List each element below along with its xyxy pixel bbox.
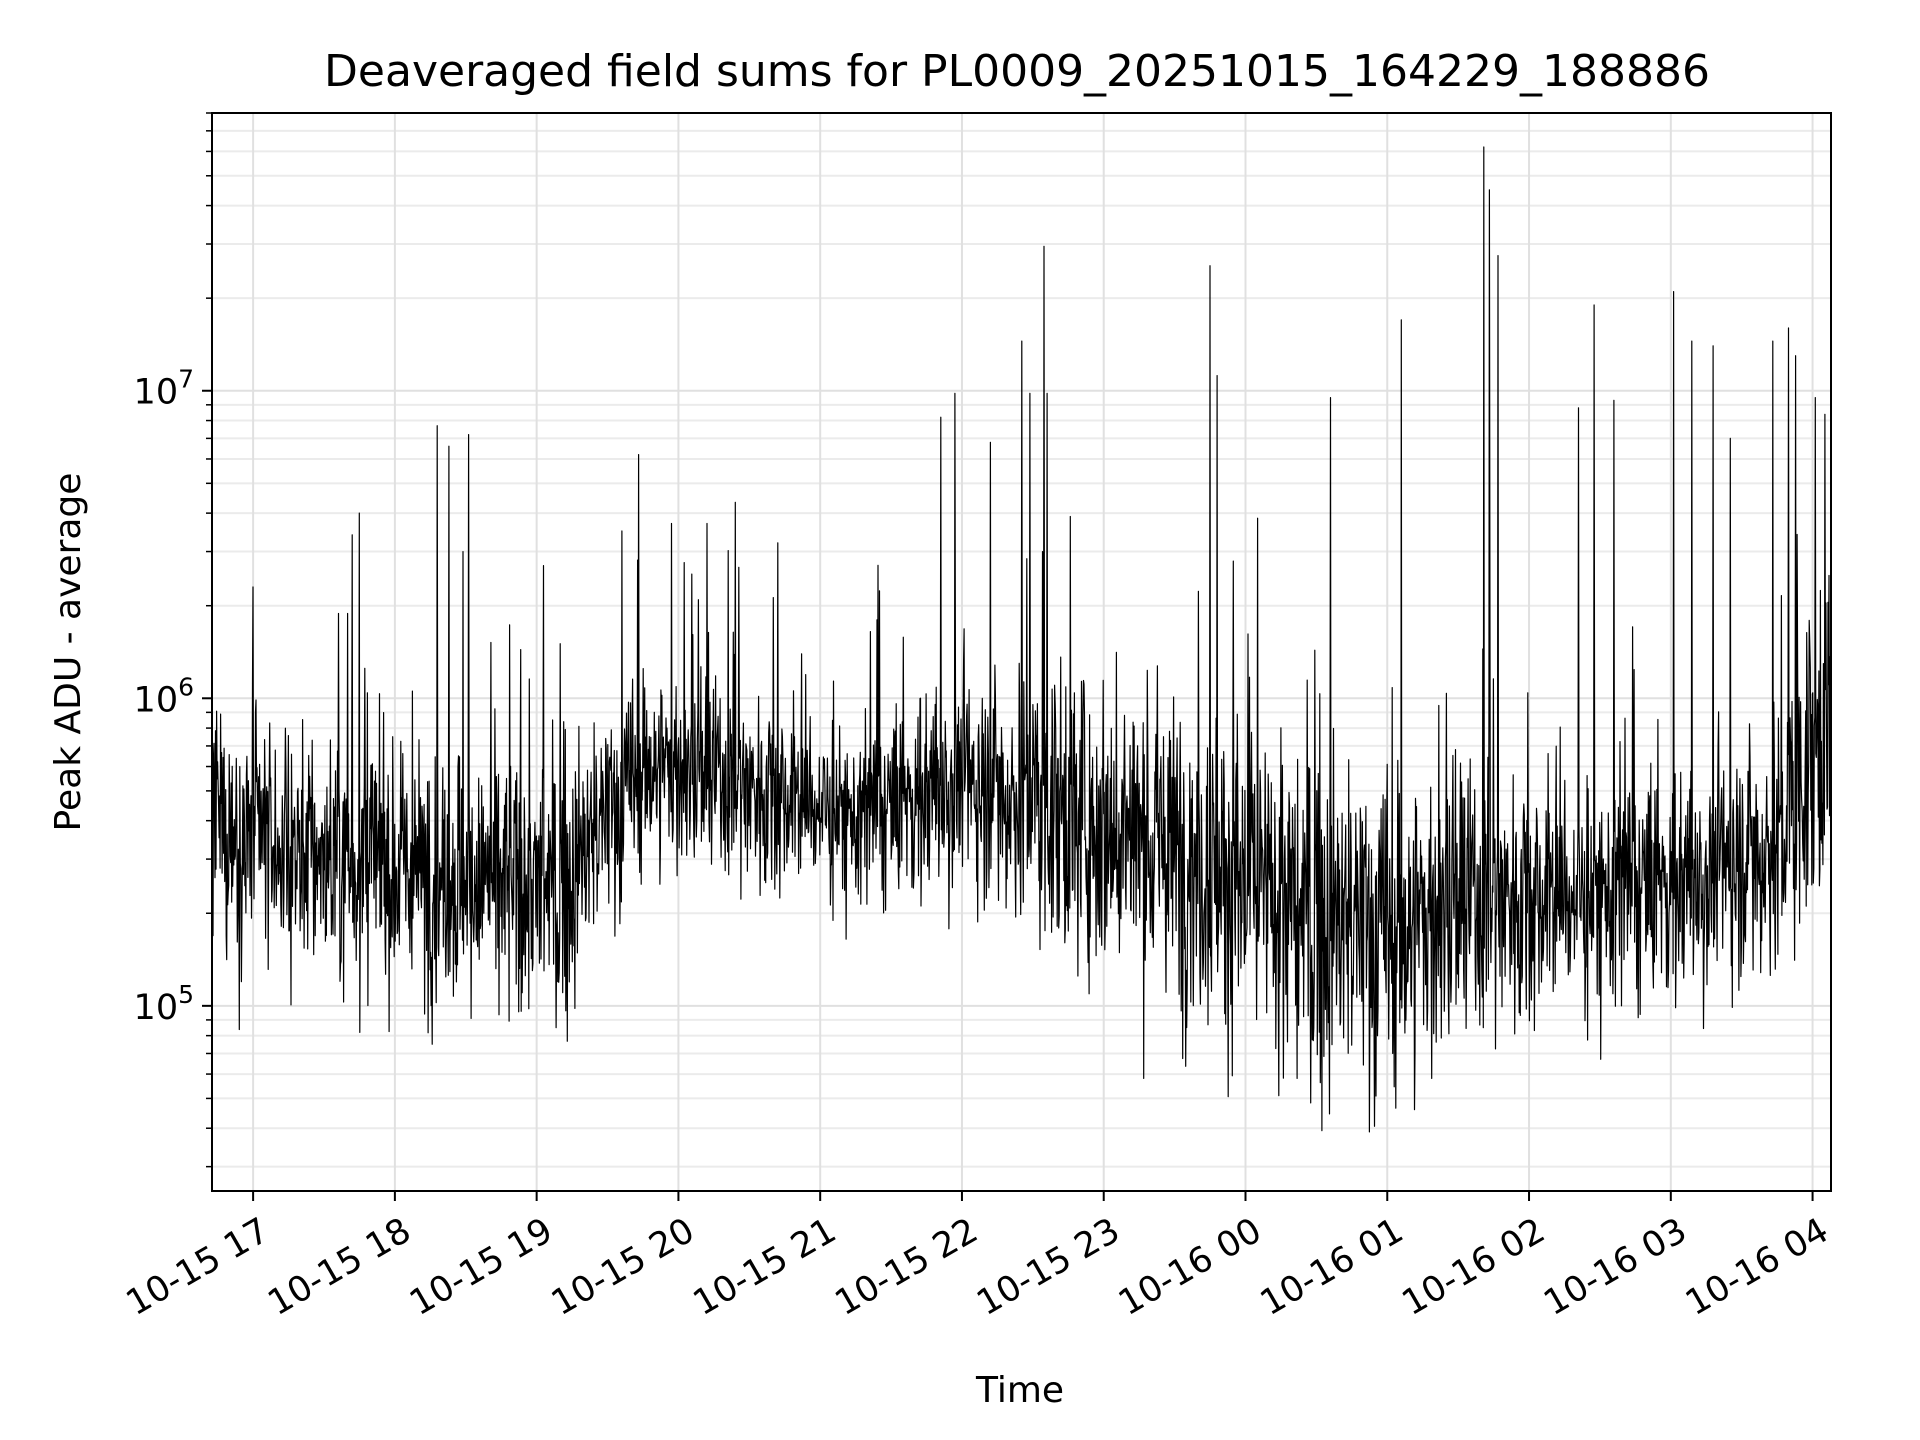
chart-title: Deaveraged field sums for PL0009_2025101… [324,46,1710,97]
y-tick-label: 106 [134,672,194,720]
y-tick-label: 107 [134,365,194,413]
x-axis-label: Time [975,1370,1064,1411]
data-layer [211,146,1832,1133]
y-tick-label: 105 [134,980,194,1028]
y-axis-label: Peak ADU - average [48,473,89,832]
series-line [211,146,1832,1133]
plot-frame [211,112,1832,1192]
